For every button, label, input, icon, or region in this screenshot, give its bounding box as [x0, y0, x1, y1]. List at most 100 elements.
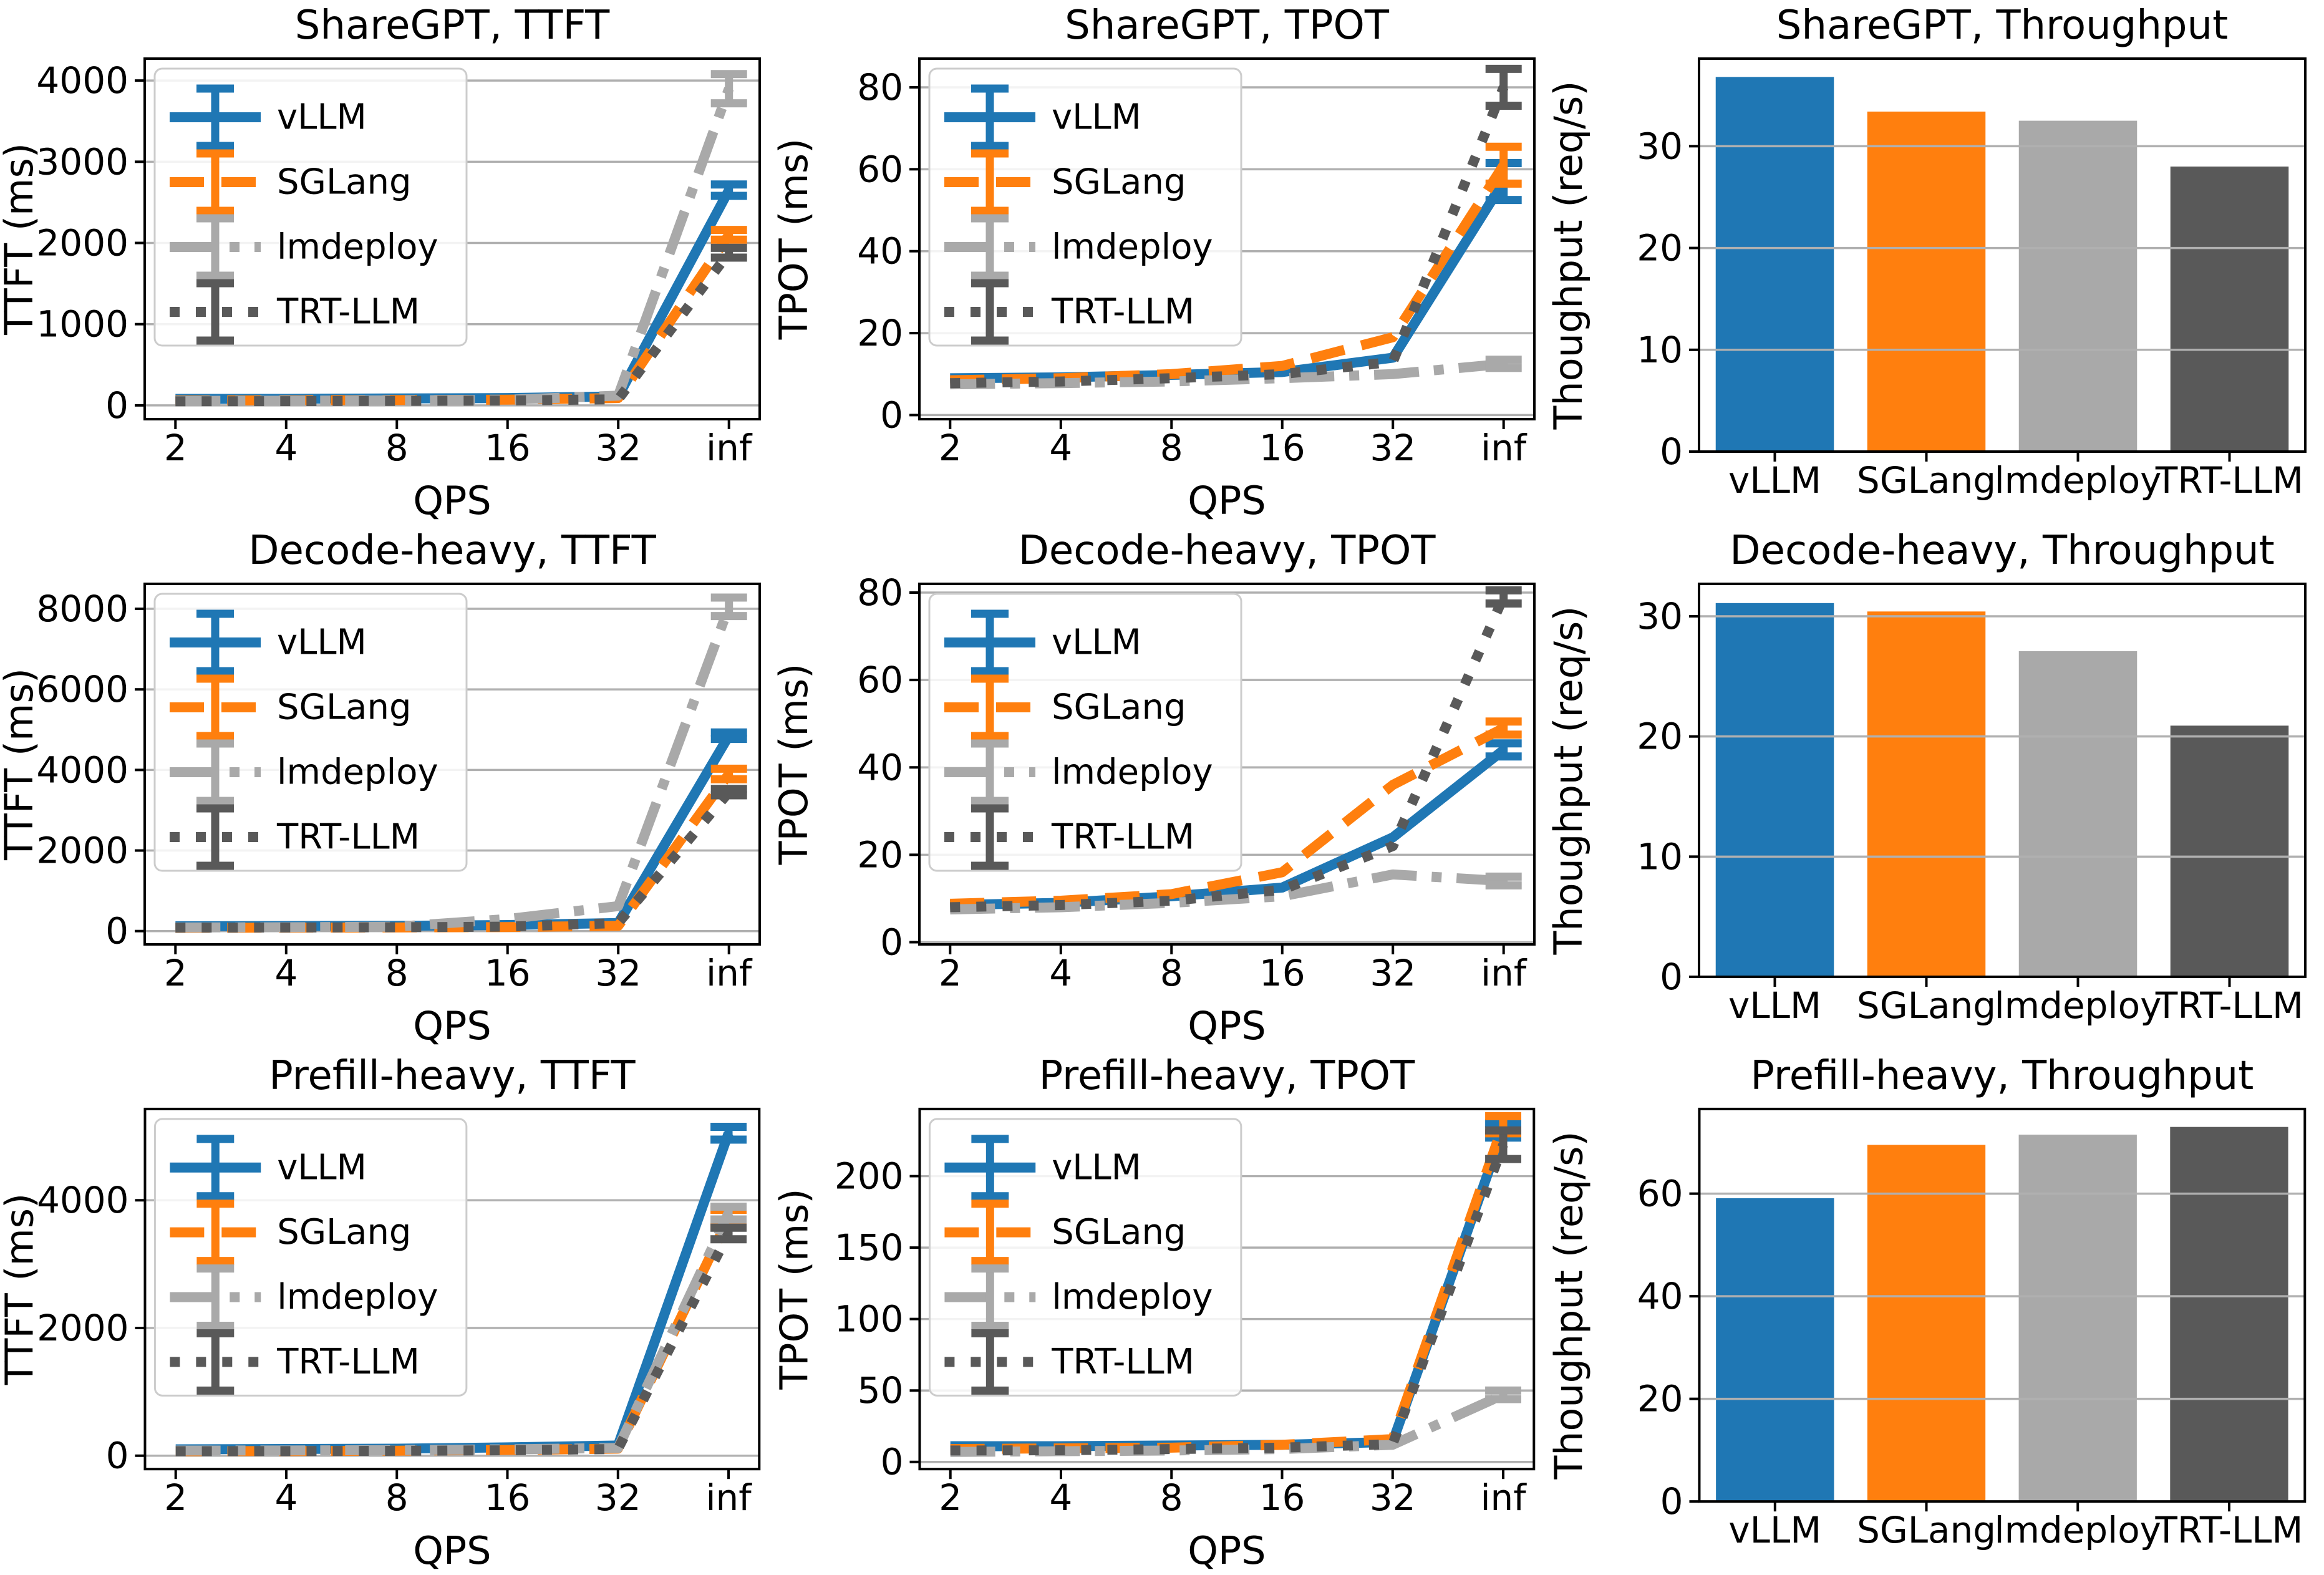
legend-label: SGLang — [277, 687, 412, 728]
chart-title: ShareGPT, TPOT — [1065, 2, 1390, 49]
y-axis-label: TTFT (ms) — [0, 143, 42, 336]
y-tick-label: 2000 — [36, 830, 128, 872]
y-tick-label: 30 — [1637, 125, 1683, 167]
bar-vLLM — [1715, 603, 1834, 977]
y-tick-label: 10 — [1637, 329, 1683, 371]
y-tick-label: 60 — [857, 148, 903, 190]
chart-root: 0 2000 4000 2 4 8 16 32 inf QPS Prefill-heavy, TTF… — [0, 1053, 761, 1573]
plot-border — [143, 583, 761, 946]
y-tick-label: 60 — [1637, 1173, 1683, 1215]
plot-border — [918, 1107, 1536, 1471]
plot-border — [1698, 57, 2307, 453]
plot-border — [1698, 583, 2307, 978]
chart-root: 0 20 40 60 80 2 4 8 16 32 inf QPS ShareGPT, TPOT TPOT… — [775, 2, 1536, 523]
x-tick-label: 2 — [164, 1476, 187, 1519]
chart-sharegpt-throughput: 0 10 20 30 vLLM SGLang lmdeploy TRT-LLM ShareGPT… — [1549, 0, 2324, 525]
chart-prefill-heavy-ttft-svg: 0 2000 4000 2 4 8 16 32 inf QPS Prefill-heavy, TTF… — [0, 1053, 761, 1573]
chart-title: Prefill-heavy, Throughput — [1750, 1053, 2254, 1099]
x-category-label: SGLang — [1857, 984, 1996, 1027]
x-category-label: vLLM — [1728, 1509, 1821, 1551]
legend: vLLM SGLang lmdeploy TRT-LLM — [928, 593, 1242, 872]
x-tick-label: 8 — [385, 952, 409, 994]
y-tick-label: 80 — [857, 571, 903, 614]
chart-prefill-heavy-tpot: 0 50 100 150 200 2 4 8 16 32 inf QPS Prefill-heavy, … — [775, 1050, 1549, 1575]
bar-TRT-LLM — [2170, 167, 2289, 452]
chart-prefill-heavy-tpot-svg: 0 50 100 150 200 2 4 8 16 32 inf QPS Prefill-heavy, … — [775, 1053, 1536, 1573]
bar-SGLang — [1867, 1145, 1986, 1502]
x-tick-label: 2 — [164, 427, 187, 469]
y-tick-label: 20 — [1637, 715, 1683, 758]
x-tick-label: 4 — [1049, 952, 1072, 994]
legend: vLLM SGLang lmdeploy TRT-LLM — [153, 67, 468, 347]
x-tick-label: 2 — [939, 1476, 962, 1519]
x-axis-label: QPS — [413, 1003, 491, 1049]
x-tick-label: 8 — [385, 1476, 409, 1519]
x-tick-label: 32 — [595, 427, 641, 469]
legend-label: lmdeploy — [277, 227, 438, 268]
plot-border — [1698, 1107, 2307, 1503]
x-tick-label: 4 — [274, 952, 298, 994]
plot-border — [918, 583, 1536, 946]
y-tick-label: 150 — [835, 1226, 904, 1269]
bar-TRT-LLM — [2170, 1127, 2288, 1502]
x-tick-label: 16 — [485, 427, 531, 469]
legend: vLLM SGLang lmdeploy TRT-LLM — [153, 593, 468, 872]
x-tick-label: inf — [1480, 1476, 1527, 1519]
legend-label: lmdeploy — [277, 752, 438, 793]
y-tick-label: 40 — [1637, 1275, 1683, 1317]
y-tick-label: 40 — [857, 746, 903, 788]
x-category-label: TRT-LLM — [2154, 1509, 2303, 1551]
x-axis-label: QPS — [1188, 478, 1266, 523]
y-tick-label: 0 — [1660, 430, 1683, 473]
data-line-lmdeploy — [950, 1390, 1506, 1457]
bar-lmdeploy — [2018, 651, 2138, 977]
legend-label: vLLM — [277, 1147, 367, 1188]
chart-decode-heavy-throughput: 0 10 20 30 vLLM SGLang lmdeploy TRT-LLM Decode-h… — [1549, 525, 2324, 1050]
data-line-SGLang — [950, 724, 1506, 909]
legend-label: lmdeploy — [1052, 752, 1213, 793]
legend-label: SGLang — [1052, 687, 1186, 728]
bar-lmdeploy — [2018, 120, 2138, 452]
y-tick-label: 50 — [858, 1369, 904, 1412]
chart-title: ShareGPT, Throughput — [1776, 2, 2228, 49]
chart-root: 0 50 100 150 200 2 4 8 16 32 inf QPS Prefill-heavy, … — [775, 1053, 1536, 1573]
legend-label: lmdeploy — [1052, 1277, 1213, 1317]
bar-SGLang — [1867, 111, 1986, 452]
x-axis-label: QPS — [1188, 1528, 1266, 1573]
legend: vLLM SGLang lmdeploy TRT-LLM — [153, 1118, 468, 1397]
y-tick-label: 30 — [1637, 595, 1683, 637]
y-tick-label: 2000 — [37, 1307, 128, 1349]
legend-label: TRT-LLM — [276, 292, 420, 332]
data-line-lmdeploy — [950, 869, 1504, 914]
x-tick-label: 32 — [1370, 952, 1416, 994]
legend-label: SGLang — [1052, 162, 1186, 203]
y-tick-label: 0 — [880, 921, 903, 963]
y-axis-label: TTFT (ms) — [0, 1193, 42, 1385]
x-tick-label: 32 — [1370, 1476, 1416, 1519]
y-tick-label: 0 — [880, 394, 903, 436]
legend-label: lmdeploy — [1052, 227, 1213, 268]
y-tick-label: 80 — [857, 66, 903, 109]
chart-decode-heavy-ttft-svg: 0 2000 4000 6000 8000 2 4 8 16 32 inf QPS Decode-hea… — [0, 528, 761, 1049]
x-axis-label: QPS — [413, 1528, 491, 1573]
y-tick-label: 0 — [881, 1441, 904, 1483]
chart-decode-heavy-tpot-svg: 0 20 40 60 80 2 4 8 16 32 inf QPS Decode-heavy, TPOT… — [775, 528, 1536, 1049]
x-tick-label: 8 — [1160, 1476, 1183, 1519]
x-category-label: SGLang — [1857, 1509, 1996, 1551]
chart-decode-heavy-ttft: 0 2000 4000 6000 8000 2 4 8 16 32 inf QPS Decode-hea… — [0, 525, 775, 1050]
x-category-label: lmdeploy — [1995, 459, 2162, 502]
legend-label: vLLM — [277, 97, 367, 138]
x-tick-label: 2 — [164, 952, 187, 994]
y-tick-label: 2000 — [36, 222, 128, 264]
chart-sharegpt-tpot-svg: 0 20 40 60 80 2 4 8 16 32 inf QPS ShareGPT, TPOT TPOT… — [775, 2, 1536, 523]
y-tick-label: 0 — [1660, 1480, 1683, 1523]
chart-sharegpt-tpot: 0 20 40 60 80 2 4 8 16 32 inf QPS ShareGPT, TPOT TPOT… — [775, 0, 1549, 525]
x-category-label: lmdeploy — [1995, 984, 2162, 1027]
bar-SGLang — [1867, 611, 1986, 977]
x-tick-label: 16 — [1259, 952, 1305, 994]
legend-label: TRT-LLM — [276, 817, 420, 858]
legend-label: vLLM — [277, 623, 367, 663]
